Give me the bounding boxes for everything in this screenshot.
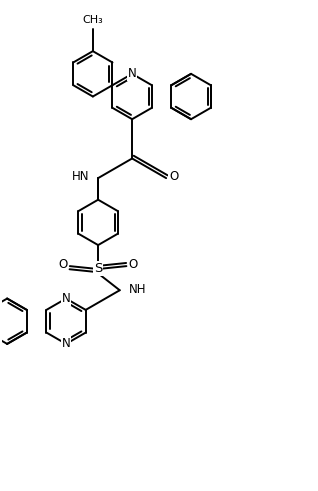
Text: N: N — [62, 292, 71, 305]
Text: O: O — [58, 258, 67, 271]
Text: NH: NH — [128, 283, 146, 296]
Text: O: O — [169, 170, 179, 183]
Text: O: O — [129, 258, 138, 271]
Text: CH₃: CH₃ — [82, 15, 103, 26]
Text: N: N — [62, 337, 71, 351]
Text: S: S — [94, 262, 102, 275]
Text: HN: HN — [72, 170, 89, 183]
Text: N: N — [128, 67, 136, 81]
